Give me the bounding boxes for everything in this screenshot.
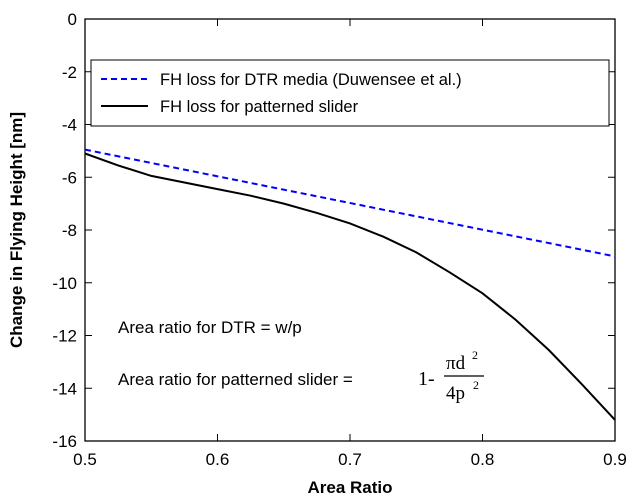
x-tick-label: 0.7 [338, 450, 362, 469]
y-tick-label: -8 [62, 221, 77, 240]
legend-label-dtr: FH loss for DTR media (Duwensee et al.) [160, 71, 462, 89]
y-axis-label: Change in Flying Height [nm] [7, 112, 26, 348]
x-tick-label: 0.8 [471, 450, 495, 469]
x-tick-label: 0.6 [206, 450, 230, 469]
x-axis-ticks: 0.5 0.6 0.7 0.8 0.9 [73, 19, 627, 469]
formula-numerator-exponent: 2 [472, 348, 478, 362]
y-tick-label: -16 [52, 432, 77, 451]
y-tick-label: -10 [52, 274, 77, 293]
y-tick-label: -12 [52, 327, 77, 346]
legend-label-patterned: FH loss for patterned slider [160, 98, 359, 116]
series-line-patterned [84, 152, 616, 421]
formula-denominator: 4p [446, 383, 465, 404]
x-axis-label: Area Ratio [307, 478, 392, 497]
y-tick-label: 0 [68, 10, 77, 29]
formula-denominator-exponent: 2 [473, 378, 479, 392]
annotation-patterned: Area ratio for patterned slider = [118, 370, 353, 389]
y-tick-label: -4 [62, 116, 77, 135]
annotation-dtr: Area ratio for DTR = w/p [118, 318, 302, 337]
series-line-dtr [84, 148, 616, 258]
y-tick-label: -2 [62, 63, 77, 82]
area-ratio-formula: 1- πd 2 4p 2 [418, 348, 484, 404]
series-lines [84, 148, 616, 421]
legend: FH loss for DTR media (Duwensee et al.) … [90, 59, 610, 127]
legend-box [90, 59, 610, 127]
formula-one-minus: 1- [418, 368, 435, 390]
y-tick-label: -6 [62, 168, 77, 187]
x-tick-label: 0.9 [603, 450, 627, 469]
y-axis-ticks: 0 -2 -4 -6 -8 -10 -12 -14 -16 [52, 10, 615, 451]
x-tick-label: 0.5 [73, 450, 97, 469]
formula-numerator: πd [446, 353, 466, 374]
y-tick-label: -14 [52, 379, 77, 398]
